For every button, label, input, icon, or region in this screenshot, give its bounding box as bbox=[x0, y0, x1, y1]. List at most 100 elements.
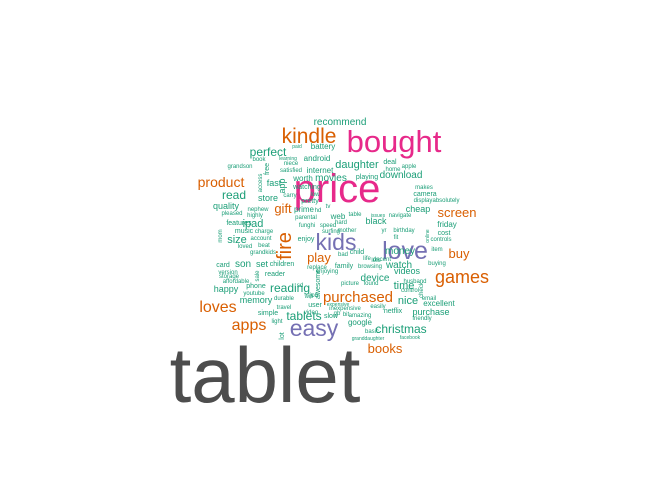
word-lots: lots bbox=[371, 258, 380, 264]
word-prime: prime bbox=[294, 205, 315, 214]
word-apple: apple bbox=[402, 164, 417, 170]
word-children: children bbox=[270, 261, 295, 268]
word-time: time bbox=[394, 280, 415, 292]
word-reader: reader bbox=[265, 271, 286, 278]
word-recommend: recommend bbox=[314, 117, 367, 128]
word-enjoying: enjoying bbox=[316, 269, 338, 275]
word-money: money bbox=[385, 246, 415, 257]
word-user: user bbox=[308, 302, 322, 309]
word-kindle: kindle bbox=[282, 125, 337, 148]
word-movies: movies bbox=[315, 173, 347, 184]
word-mother: mother bbox=[338, 228, 357, 234]
word-netflix: netflix bbox=[384, 308, 403, 315]
word-funghi: funghi bbox=[299, 223, 315, 229]
word-slow: slow bbox=[324, 313, 339, 320]
word-highly: highly bbox=[247, 213, 263, 219]
word-durable: durable bbox=[274, 296, 295, 302]
word-app: app bbox=[277, 178, 287, 193]
word-grandson: grandson bbox=[227, 164, 252, 170]
word-hard: hard bbox=[335, 220, 347, 226]
word-online: online bbox=[425, 229, 431, 243]
word-picture: picture bbox=[341, 281, 360, 287]
word-storage: storage bbox=[219, 274, 240, 280]
word-daughter: daughter bbox=[335, 159, 379, 171]
word-black: black bbox=[365, 216, 387, 226]
word-gift: gift bbox=[274, 201, 292, 216]
word-email: email bbox=[422, 296, 436, 302]
word-easy: easy bbox=[290, 315, 339, 341]
word-battery: battery bbox=[311, 142, 335, 151]
word-size: size bbox=[227, 234, 247, 246]
word-pleased: pleased bbox=[221, 211, 242, 217]
word-bit: bit bbox=[343, 312, 350, 318]
word-facebook: facebook bbox=[400, 335, 421, 341]
word-browsing: browsing bbox=[358, 264, 382, 270]
word-purchased: purchased bbox=[323, 289, 393, 306]
word-decent: decent bbox=[373, 257, 391, 263]
word-nephew: nephew bbox=[247, 207, 269, 213]
word-son: son bbox=[235, 259, 251, 270]
word-nice: nice bbox=[398, 295, 418, 307]
word-absolutely: absolutely bbox=[432, 198, 459, 204]
word-excellent: excellent bbox=[423, 299, 455, 308]
word-deal: deal bbox=[383, 159, 397, 166]
word-cost: cost bbox=[438, 230, 451, 237]
word-ipad: ipad bbox=[243, 218, 264, 230]
word-navigate: navigate bbox=[389, 213, 412, 219]
word-family: family bbox=[335, 263, 354, 270]
word-easily: easily bbox=[370, 304, 385, 310]
word-worth: worth bbox=[292, 174, 313, 183]
word-read: read bbox=[222, 188, 246, 202]
word-access: access bbox=[258, 174, 264, 193]
word-job: job bbox=[309, 293, 319, 299]
word-found: found bbox=[363, 281, 378, 287]
word-friendly: friendly bbox=[412, 316, 431, 322]
word-simple: simple bbox=[258, 310, 278, 317]
word-speed: speed bbox=[320, 223, 336, 229]
word-product: product bbox=[198, 174, 245, 190]
word-loves: loves bbox=[199, 299, 236, 316]
word-web: web bbox=[330, 212, 346, 221]
word-makes: makes bbox=[415, 185, 433, 191]
word-home: home bbox=[385, 167, 401, 173]
word-sd: sd bbox=[297, 283, 303, 289]
word-bought: bought bbox=[347, 124, 442, 159]
word-perfect: perfect bbox=[250, 145, 287, 159]
word-card: card bbox=[216, 262, 230, 269]
word-carry: carry bbox=[283, 193, 296, 199]
word-fit: fit bbox=[394, 235, 399, 241]
word-hd: hd bbox=[315, 208, 322, 214]
word-check: check bbox=[419, 281, 425, 298]
word-watching: watching bbox=[292, 184, 321, 191]
word-christmas: christmas bbox=[375, 322, 426, 336]
word-account: account bbox=[250, 236, 271, 242]
word-control: control bbox=[401, 288, 419, 294]
word-lot: lot bbox=[279, 332, 286, 339]
word-inexpensive: inexpensive bbox=[329, 306, 361, 312]
word-item: item bbox=[431, 247, 442, 253]
word-tablet: tablet bbox=[170, 331, 361, 419]
word-affordable: affordable bbox=[223, 279, 250, 285]
word-expensive: expensive bbox=[327, 302, 350, 308]
word-mom: mom bbox=[218, 229, 224, 242]
word-pretty: pretty bbox=[301, 198, 319, 205]
word-love: love bbox=[382, 237, 428, 265]
word-parental: parental bbox=[295, 215, 317, 221]
word-features: features bbox=[226, 220, 252, 227]
word-games: games bbox=[435, 267, 489, 287]
word-apps: apps bbox=[232, 317, 267, 334]
word-birthday: birthday bbox=[393, 228, 414, 234]
word-music: music bbox=[235, 228, 254, 235]
word-kids: kids bbox=[316, 229, 357, 255]
word-device: device bbox=[361, 273, 390, 284]
word-tv: tv bbox=[326, 204, 331, 210]
word-travel: travel bbox=[277, 305, 292, 311]
word-husband: husband bbox=[403, 279, 426, 285]
word-price: price bbox=[294, 167, 381, 211]
word-loved: loved bbox=[238, 244, 252, 250]
word-sale: sale bbox=[255, 270, 261, 282]
word-internet: internet bbox=[307, 166, 334, 175]
word-light: light bbox=[271, 319, 282, 325]
word-quality: quality bbox=[213, 201, 240, 211]
